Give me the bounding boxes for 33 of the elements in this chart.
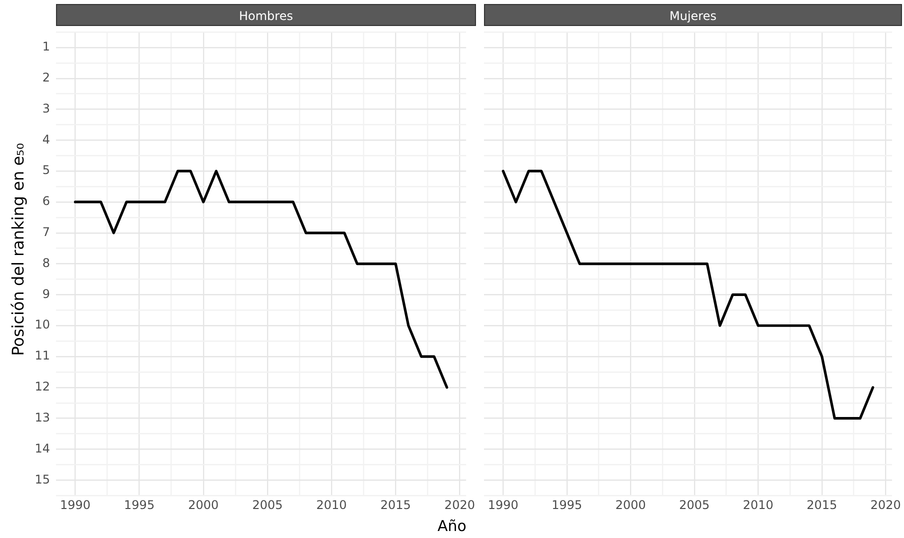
y-tick-label: 4 xyxy=(42,132,50,146)
y-tick-label: 9 xyxy=(42,286,50,301)
x-tick-label: 1990 xyxy=(60,498,90,512)
y-tick-label: 14 xyxy=(34,441,50,456)
y-tick-label: 12 xyxy=(34,380,50,394)
y-tick-label: 3 xyxy=(42,101,50,116)
x-tick-label: 2020 xyxy=(870,498,901,512)
y-tick-label: 5 xyxy=(42,163,50,178)
x-tick-label: 1995 xyxy=(124,498,155,512)
y-tick-label: 15 xyxy=(34,472,50,486)
y-tick-label: 1 xyxy=(42,40,50,54)
y-tick-label: 11 xyxy=(34,348,50,363)
x-tick-label: 2005 xyxy=(252,498,283,512)
x-tick-label: 2000 xyxy=(615,498,646,512)
x-tick-label: 2010 xyxy=(742,498,774,512)
y-axis-title: Posición del ranking en e₅₀ xyxy=(8,142,28,358)
y-tick-label: 10 xyxy=(34,318,50,332)
x-tick-label: 1995 xyxy=(552,498,582,512)
x-tick-label: 2005 xyxy=(679,498,710,512)
x-tick-label: 1990 xyxy=(488,498,518,512)
y-tick-label: 7 xyxy=(42,225,50,240)
x-tick-label: 2000 xyxy=(188,498,219,512)
y-tick-label: 8 xyxy=(42,256,50,270)
x-axis-title: Año xyxy=(436,517,468,535)
y-tick-label: 2 xyxy=(42,70,50,84)
x-tick-label: 2015 xyxy=(380,498,411,512)
chart-title: Mujeres xyxy=(484,4,902,26)
chart-title: Hombres xyxy=(56,4,476,26)
y-tick-label: 13 xyxy=(34,410,50,424)
x-tick-label: 2015 xyxy=(806,498,838,512)
y-tick-label: 6 xyxy=(42,194,50,208)
x-tick-label: 2020 xyxy=(444,498,475,512)
x-tick-label: 2010 xyxy=(316,498,347,512)
